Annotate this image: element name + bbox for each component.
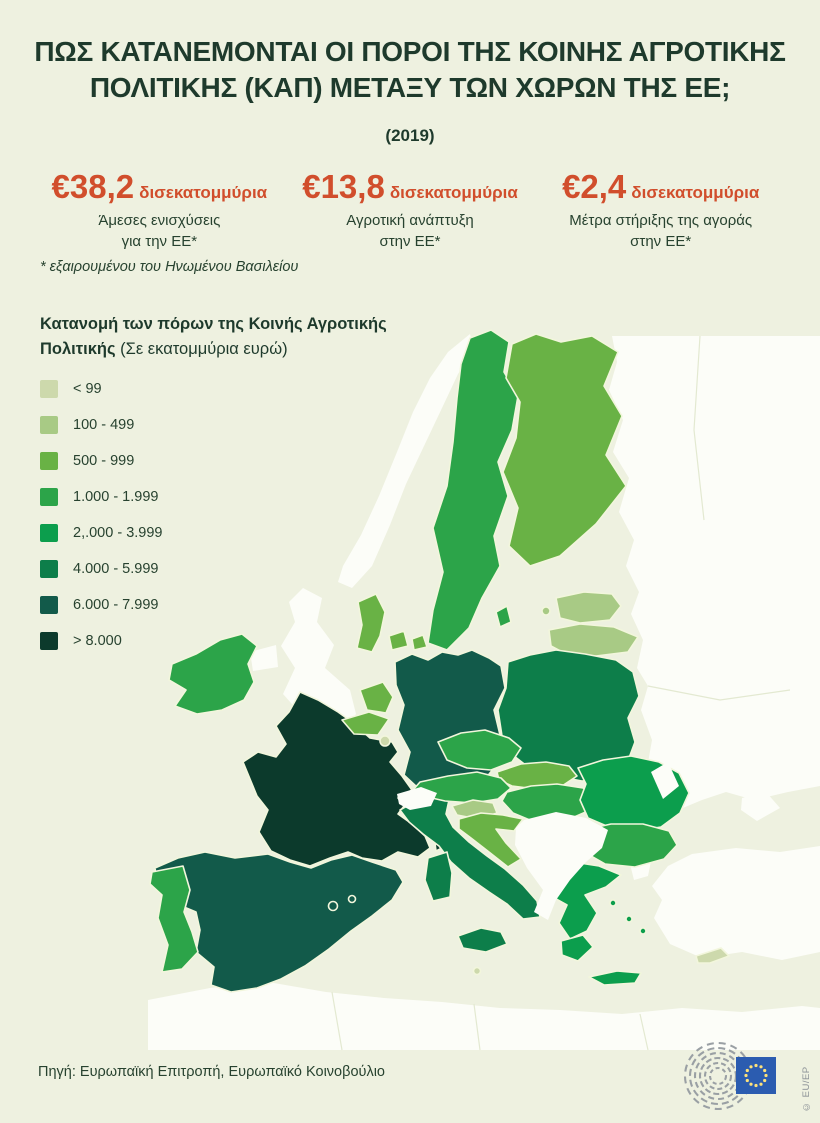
legend-item: > 8.000 [40, 632, 410, 651]
stat-description: Μέτρα στήριξης της αγοράς στην ΕΕ* [569, 212, 753, 250]
legend-swatch [40, 452, 58, 470]
logo-copyright: © EU/EP [801, 1066, 812, 1112]
peloponnese [560, 934, 594, 962]
country-luxembourg [379, 735, 391, 747]
legend-item: 6.000 - 7.999 [40, 596, 410, 615]
legend-swatch [40, 560, 58, 578]
eu-flag-stars [744, 1063, 768, 1088]
stat-description: Αγροτική ανάπτυξη στην ΕΕ* [346, 212, 474, 250]
ep-logo [683, 1041, 776, 1111]
border-lines-africa [331, 991, 649, 1051]
country-estonia [555, 591, 622, 624]
land-moldova [651, 762, 679, 799]
page-title-line2: ΠΟΛΙΤΙΚΗΣ (ΚΑΠ) ΜΕΤΑΞΥ ΤΩΝ ΧΩΡΩΝ ΤΗΣ ΕΕ; [89, 72, 731, 104]
aegean-island-3 [639, 927, 647, 935]
country-denmark [356, 593, 386, 653]
island-sicily [457, 927, 508, 953]
island-crete [588, 970, 642, 986]
land-north-africa [148, 982, 820, 1050]
country-cyprus [695, 947, 730, 964]
legend-rows: < 99 100 - 499 500 - 999 1.000 - 1.999 2… [40, 380, 410, 651]
land-western-balkans [515, 812, 608, 920]
stat-unit: δισεκατομμύρια [139, 183, 268, 202]
legend-item: 1.000 - 1.999 [40, 488, 410, 507]
year-label: (2019) [385, 126, 435, 145]
land-crimea [741, 792, 780, 821]
legend-title: Κατανομή των πόρων της Κοινής Αγροτικής … [40, 312, 410, 362]
map-legend: Κατανομή των πόρων της Κοινής Αγροτικής … [40, 312, 410, 668]
legend-swatch [40, 416, 58, 434]
legend-swatch [40, 524, 58, 542]
legend-swatch [40, 380, 58, 398]
stat-unit: δισεκατομμύρια [389, 183, 518, 202]
country-czechia [437, 729, 522, 771]
legend-item: 4.000 - 5.999 [40, 560, 410, 579]
page-title-line1: ΠΩΣ ΚΑΤΑΝΕΜΟΝΤΑΙ ΟΙ ΠΟΡΟΙ ΤΗΣ ΚΟΙΝΗΣ ΑΓΡ… [34, 36, 786, 67]
aegean-island-1 [609, 899, 617, 907]
stat-market-measures: €2,4 δισεκατομμύρια Μέτρα στήριξης της αγ… [535, 170, 786, 252]
land-norway [338, 334, 474, 588]
aegean-island-2 [625, 915, 633, 923]
stat-direct-payments: €38,2 δισεκατομμύρια Άμεσες ενισχύσεις για… [34, 170, 285, 252]
legend-swatch [40, 596, 58, 614]
legend-title-bold: Κατανομή των πόρων της Κοινής Αγροτικής … [40, 315, 387, 358]
legend-item: < 99 [40, 380, 410, 399]
stats-row: €38,2 δισεκατομμύρια Άμεσες ενισχύσεις για… [34, 170, 786, 252]
stat-value: €38,2 [51, 168, 135, 205]
land-northern-ireland [250, 645, 278, 671]
country-finland [502, 333, 627, 567]
country-ireland [168, 633, 258, 715]
stat-value: €2,4 [562, 168, 627, 205]
border-lines-east [647, 335, 791, 701]
country-netherlands [359, 681, 394, 714]
land-switzerland [397, 787, 437, 810]
country-latvia [548, 623, 639, 657]
legend-item: 500 - 999 [40, 452, 410, 471]
eu-flag [736, 1057, 776, 1094]
country-croatia [458, 812, 524, 868]
legend-swatch [40, 632, 58, 650]
country-portugal [149, 865, 199, 973]
legend-item: 2,.000 - 3.999 [40, 524, 410, 543]
island-mallorca [327, 900, 339, 912]
island-gotland [495, 605, 512, 628]
legend-item: 100 - 499 [40, 416, 410, 435]
island-menorca [347, 894, 357, 904]
page-title: ΠΩΣ ΚΑΤΑΝΕΜΟΝΤΑΙ ΟΙ ΠΟΡΟΙ ΤΗΣ ΚΟΙΝΗΣ ΑΓΡ… [0, 34, 820, 107]
stat-unit: δισεκατομμύρια [631, 183, 760, 202]
island-sardinia [424, 851, 453, 902]
country-italy [399, 794, 541, 920]
footnote-uk-excluded: * εξαιρουμένου του Ηνωμένου Βασιλείου [40, 259, 299, 275]
country-malta [472, 966, 482, 976]
legend-title-note: (Σε εκατομμύρια ευρώ) [120, 339, 288, 358]
island-saaremaa [541, 606, 551, 616]
country-spain [154, 851, 404, 993]
island-funen [411, 634, 428, 651]
source-text: Πηγή: Ευρωπαϊκή Επιτροπή, Ευρωπαϊκό Κοιν… [38, 1064, 385, 1080]
stat-value: €13,8 [302, 168, 385, 205]
land-russia-east [609, 336, 820, 810]
country-france [242, 691, 431, 867]
country-belgium [341, 711, 390, 736]
land-turkey [652, 846, 820, 960]
stat-rural-development: €13,8 δισεκατομμύρια Αγροτική ανάπτυξη στη… [285, 170, 536, 252]
stat-description: Άμεσες ενισχύσεις για την ΕΕ* [98, 212, 221, 250]
legend-swatch [40, 488, 58, 506]
island-zealand [388, 630, 409, 651]
